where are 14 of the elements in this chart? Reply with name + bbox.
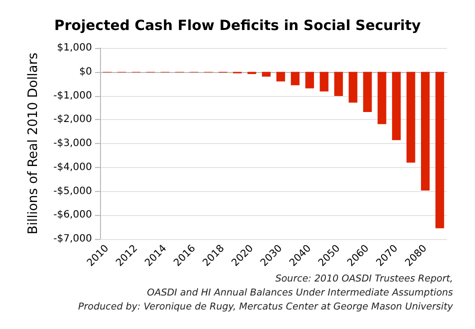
text: OASDI and HI Annual Balances Under Intermediate Assumptions [146,288,454,298]
y-tick-label: -$2,000 [53,114,92,126]
y-tick-label: -$5,000 [53,186,92,197]
y-tick-label: -$4,000 [53,162,92,173]
y-tick-label: $1,000 [57,42,92,54]
y-axis-title: Billions of Real 2010 Dollars [26,52,41,234]
y-tick-label: -$3,000 [53,138,92,149]
y-tick-label: -$7,000 [53,234,92,244]
text: Produced by: Veronique de Rugy, Mercatus Center at George Mason University [78,302,454,312]
source-note: Source: 2010 OASDI Trustees Report, [275,274,453,284]
chart-title: Projected Cash Flow Deficits in Social Security [54,18,421,34]
y-tick-label: -$1,000 [53,90,92,102]
y-tick-label: $0 [79,66,92,78]
y-tick-label: -$6,000 [53,210,92,221]
